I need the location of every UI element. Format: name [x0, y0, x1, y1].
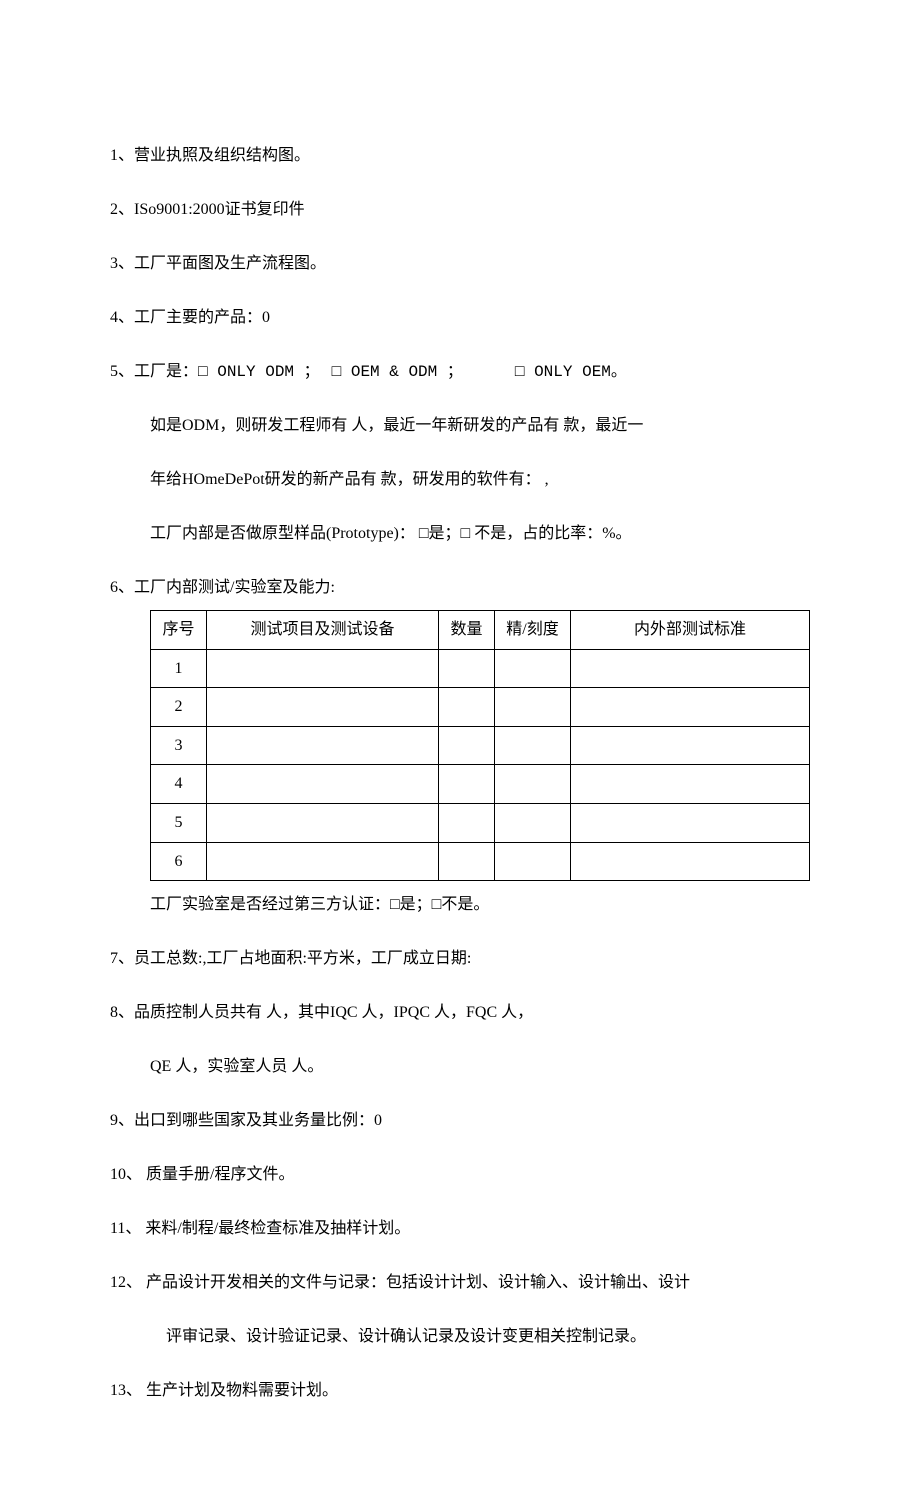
list-item-6-footer: 工厂实验室是否经过第三方认证：□是；□不是。 [110, 889, 810, 921]
table-cell [439, 765, 495, 804]
text-item-11: 11、 来料/制程/最终检查标准及抽样计划。 [110, 1220, 410, 1237]
table-cell [495, 649, 571, 688]
text-item-5-prefix: 5、工厂是： [110, 363, 198, 380]
text-item-3: 3、工厂平面图及生产流程图。 [110, 255, 326, 272]
table-cell: 3 [151, 726, 207, 765]
text-item-2: 2、ISo9001:2000证书复印件 [110, 201, 305, 218]
checkbox-only-oem: □ ONLY OEM。 [515, 363, 627, 381]
text-item-1: 1、营业执照及组织结构图。 [110, 147, 310, 164]
table-cell [439, 649, 495, 688]
text-item-10: 10、 质量手册/程序文件。 [110, 1166, 294, 1183]
list-item-5: 5、工厂是：□ ONLY ODM ； □ OEM & ODM ； □ ONLY … [110, 356, 810, 388]
table-cell [571, 842, 810, 881]
list-item-2: 2、ISo9001:2000证书复印件 [110, 194, 810, 226]
list-item-9: 9、出口到哪些国家及其业务量比例：0 [110, 1105, 810, 1137]
table-cell [207, 649, 439, 688]
list-item-13: 13、 生产计划及物料需要计划。 [110, 1375, 810, 1407]
table-cell [495, 803, 571, 842]
table-cell [495, 842, 571, 881]
table-cell [439, 803, 495, 842]
table-row: 5 [151, 803, 810, 842]
checkbox-oem-odm: □ OEM & ODM ； [332, 363, 463, 381]
list-item-8: 8、品质控制人员共有 人，其中IQC 人，IPQC 人，FQC 人， [110, 997, 810, 1029]
table-cell [439, 726, 495, 765]
list-item-11: 11、 来料/制程/最终检查标准及抽样计划。 [110, 1213, 810, 1245]
text-item-7: 7、员工总数:,工厂占地面积:平方米，工厂成立日期: [110, 950, 471, 967]
th-project: 测试项目及测试设备 [207, 611, 439, 650]
text-item-4: 4、工厂主要的产品：0 [110, 309, 270, 326]
text-item-5-line4: 工厂内部是否做原型样品(Prototype)： □是；□ 不是，占的比率：%。 [150, 525, 632, 542]
list-item-1: 1、营业执照及组织结构图。 [110, 140, 810, 172]
test-lab-table: 序号 测试项目及测试设备 数量 精/刻度 内外部测试标准 123456 [150, 610, 810, 881]
th-qty: 数量 [439, 611, 495, 650]
th-seq: 序号 [151, 611, 207, 650]
table-cell [207, 688, 439, 727]
table-cell: 2 [151, 688, 207, 727]
text-item-8-line1: 8、品质控制人员共有 人，其中IQC 人，IPQC 人，FQC 人， [110, 1004, 533, 1021]
table-cell [495, 688, 571, 727]
table-cell: 4 [151, 765, 207, 804]
text-item-8-line2: QE 人，实验室人员 人。 [150, 1058, 323, 1075]
text-item-6-header: 6、工厂内部测试/实验室及能力: [110, 579, 335, 596]
table-cell [571, 765, 810, 804]
list-item-10: 10、 质量手册/程序文件。 [110, 1159, 810, 1191]
text-item-6-footer: 工厂实验室是否经过第三方认证：□是；□不是。 [150, 896, 489, 913]
text-item-9: 9、出口到哪些国家及其业务量比例：0 [110, 1112, 382, 1129]
list-item-8-sub: QE 人，实验室人员 人。 [110, 1051, 810, 1083]
th-precision: 精/刻度 [495, 611, 571, 650]
text-item-12-line2: 评审记录、设计验证记录、设计确认记录及设计变更相关控制记录。 [166, 1328, 646, 1345]
table-cell [495, 765, 571, 804]
list-item-5-sub1: 如是ODM，则研发工程师有 人，最近一年新研发的产品有 款，最近一 [110, 410, 810, 442]
table-row: 4 [151, 765, 810, 804]
table-cell [207, 726, 439, 765]
table-cell [571, 649, 810, 688]
table-body: 123456 [151, 649, 810, 881]
table-cell [207, 803, 439, 842]
table-cell: 6 [151, 842, 207, 881]
table-row: 3 [151, 726, 810, 765]
table-wrapper: 序号 测试项目及测试设备 数量 精/刻度 内外部测试标准 123456 [110, 610, 810, 881]
table-cell [439, 688, 495, 727]
list-item-12-sub: 评审记录、设计验证记录、设计确认记录及设计变更相关控制记录。 [110, 1321, 810, 1353]
table-cell [439, 842, 495, 881]
list-item-6: 6、工厂内部测试/实验室及能力: [110, 572, 810, 604]
table-cell: 1 [151, 649, 207, 688]
table-header-row: 序号 测试项目及测试设备 数量 精/刻度 内外部测试标准 [151, 611, 810, 650]
text-item-12-line1: 12、 产品设计开发相关的文件与记录：包括设计计划、设计输入、设计输出、设计 [110, 1274, 690, 1291]
table-row: 2 [151, 688, 810, 727]
list-item-5-sub2: 年给HOmeDePot研发的新产品有 款，研发用的软件有： , [110, 464, 810, 496]
th-standard: 内外部测试标准 [571, 611, 810, 650]
table-cell [571, 688, 810, 727]
table-row: 6 [151, 842, 810, 881]
list-item-5-sub3: 工厂内部是否做原型样品(Prototype)： □是；□ 不是，占的比率：%。 [110, 518, 810, 550]
text-item-13: 13、 生产计划及物料需要计划。 [110, 1382, 338, 1399]
checkbox-only-odm: □ ONLY ODM ； [198, 363, 320, 381]
table-cell [207, 842, 439, 881]
text-item-5-line3: 年给HOmeDePot研发的新产品有 款，研发用的软件有： , [150, 471, 549, 488]
list-item-7: 7、员工总数:,工厂占地面积:平方米，工厂成立日期: [110, 943, 810, 975]
text-item-5-line2: 如是ODM，则研发工程师有 人，最近一年新研发的产品有 款，最近一 [150, 417, 643, 434]
table-row: 1 [151, 649, 810, 688]
table-cell [571, 803, 810, 842]
table-cell: 5 [151, 803, 207, 842]
list-item-3: 3、工厂平面图及生产流程图。 [110, 248, 810, 280]
list-item-12: 12、 产品设计开发相关的文件与记录：包括设计计划、设计输入、设计输出、设计 [110, 1267, 810, 1299]
table-cell [207, 765, 439, 804]
table-cell [571, 726, 810, 765]
list-item-4: 4、工厂主要的产品：0 [110, 302, 810, 334]
table-cell [495, 726, 571, 765]
